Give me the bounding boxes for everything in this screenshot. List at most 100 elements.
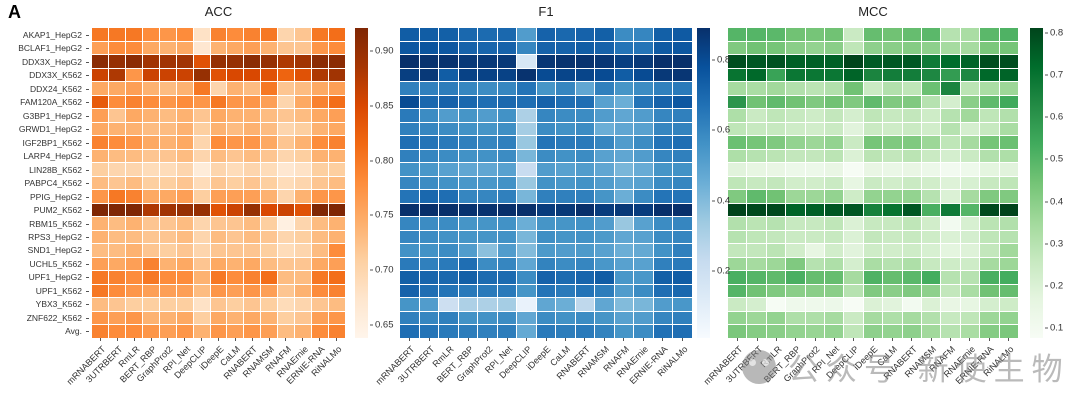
heatmap-cell <box>439 230 458 244</box>
heatmap-cell <box>108 122 125 136</box>
heatmap-cell <box>766 28 786 41</box>
heatmap-cell <box>400 271 419 284</box>
heatmap-cell <box>980 176 999 190</box>
heatmap-cell <box>210 28 227 41</box>
heatmap-cell <box>556 325 575 338</box>
heatmap-cell <box>108 190 125 203</box>
heatmap-cell <box>844 55 863 68</box>
heatmap-cell <box>653 230 673 244</box>
heatmap-cell <box>786 28 805 41</box>
heatmap-cell <box>556 257 575 271</box>
heatmap-cell <box>747 122 766 136</box>
x-tick <box>545 338 547 341</box>
heatmap-cell <box>278 122 295 136</box>
heatmap-cell <box>999 136 1018 149</box>
heatmap-cell <box>634 284 653 298</box>
heatmap-cell <box>227 325 244 338</box>
heatmap-cell <box>653 217 673 230</box>
heatmap-cell <box>824 136 844 149</box>
heatmap-cell <box>999 109 1018 122</box>
x-tick <box>603 338 605 341</box>
heatmap-cell <box>728 203 747 217</box>
heatmap-cell <box>747 163 766 176</box>
heatmap-cell <box>210 325 227 338</box>
heatmap-cell <box>497 136 517 149</box>
heatmap-cell <box>261 298 278 311</box>
heatmap-cell <box>517 298 536 311</box>
heatmap-cell <box>960 136 980 149</box>
heatmap-cell <box>941 325 960 338</box>
heatmap-cell <box>824 203 844 217</box>
heatmap-cell <box>980 311 999 325</box>
heatmap-cell <box>193 271 210 284</box>
heatmap-cell <box>595 122 614 136</box>
panel-label: A <box>8 2 21 22</box>
heatmap-cell <box>575 257 595 271</box>
row-label: Avg. <box>0 325 89 338</box>
heatmap-cell <box>766 271 786 284</box>
heatmap-cell <box>419 230 439 244</box>
heatmap-cell <box>902 149 921 163</box>
heatmap-cell <box>458 68 478 82</box>
heatmap-cell <box>747 95 766 109</box>
heatmap-cell <box>673 190 692 203</box>
colorbar-tick-label: 0.75 <box>370 210 394 221</box>
heatmap-cell <box>653 163 673 176</box>
heatmap-cell <box>921 41 941 55</box>
heatmap-cell <box>805 109 824 122</box>
heatmap-cell <box>193 122 210 136</box>
heatmap-cell <box>125 136 142 149</box>
heatmap-cell <box>921 55 941 68</box>
heatmap-cell <box>329 217 345 230</box>
heatmap-cell <box>728 55 747 68</box>
heatmap-cell <box>125 149 142 163</box>
heatmap-cell <box>193 257 210 271</box>
heatmap-cell <box>278 136 295 149</box>
heatmap-cell <box>883 311 902 325</box>
heatmap-cell <box>458 82 478 95</box>
heatmap-cell <box>786 298 805 311</box>
heatmap-cell <box>728 190 747 203</box>
heatmap-cell <box>634 203 653 217</box>
heatmap-cell <box>159 68 176 82</box>
heatmap-cell <box>747 298 766 311</box>
row-label: PABPC4_K562 <box>0 176 89 189</box>
heatmap-cell <box>108 284 125 298</box>
heatmap-cell <box>312 149 329 163</box>
heatmap-cell <box>458 163 478 176</box>
heatmap-cell <box>125 230 142 244</box>
heatmap-cell <box>728 176 747 190</box>
heatmap-cell <box>863 298 883 311</box>
heatmap-cell <box>902 244 921 257</box>
heatmap-cell <box>517 95 536 109</box>
colorbar-f1 <box>697 28 710 338</box>
heatmap-cell <box>210 163 227 176</box>
heatmap-cell <box>805 163 824 176</box>
heatmap-cell <box>295 95 312 109</box>
heatmap-cell <box>125 284 142 298</box>
heatmap-cell <box>941 190 960 203</box>
heatmap-cell <box>980 190 999 203</box>
heatmap-cell <box>419 298 439 311</box>
heatmap-cell <box>210 217 227 230</box>
heatmap-cell <box>728 149 747 163</box>
heatmap-cell <box>193 109 210 122</box>
heatmap-cell <box>244 28 261 41</box>
heatmap-cell <box>614 176 634 190</box>
heatmap-cell <box>159 190 176 203</box>
heatmap-cell <box>883 230 902 244</box>
heatmap-cell <box>902 41 921 55</box>
heatmap-cell <box>478 230 497 244</box>
heatmap-cell <box>673 55 692 68</box>
x-tick <box>681 338 683 341</box>
heatmap-cell <box>108 82 125 95</box>
heatmap-cell <box>595 190 614 203</box>
heatmap-grid-acc <box>92 28 345 338</box>
heatmap-cell <box>125 176 142 190</box>
heatmap-cell <box>517 82 536 95</box>
heatmap-cell <box>941 176 960 190</box>
heatmap-cell <box>108 244 125 257</box>
heatmap-cell <box>614 298 634 311</box>
heatmap-cell <box>902 230 921 244</box>
heatmap-cell <box>400 176 419 190</box>
